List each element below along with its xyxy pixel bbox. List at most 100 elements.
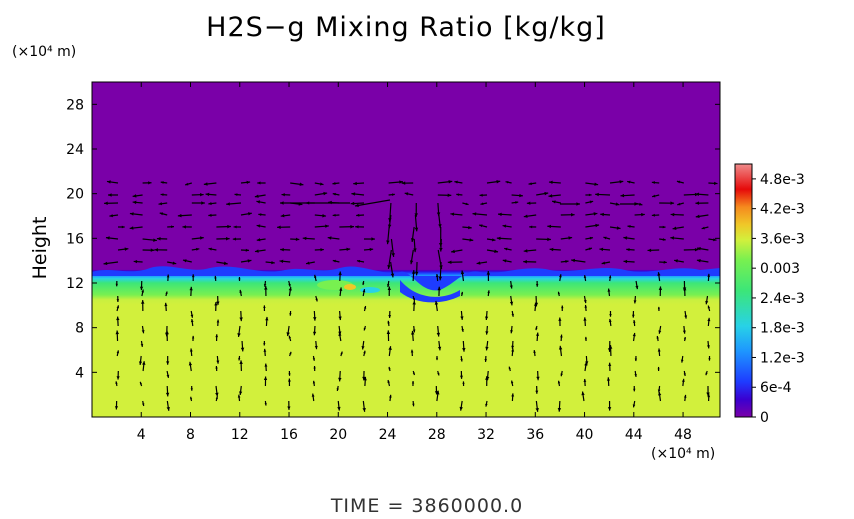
wind-vector-arrow [410, 330, 415, 342]
wind-vector-arrow [462, 340, 466, 352]
wind-vector-arrow [412, 325, 416, 333]
heatmap-field [91, 81, 721, 418]
wind-vector-arrow [132, 194, 143, 198]
wind-vector-arrow [633, 295, 637, 304]
wind-vector-arrow [634, 370, 637, 378]
wind-vector-arrow [114, 400, 119, 410]
heatmap-background [92, 82, 720, 417]
wind-vector-arrow [657, 306, 660, 312]
wind-vector-arrow [387, 379, 391, 387]
wind-vector-arrow [560, 236, 573, 240]
wind-vector-arrow [535, 280, 539, 287]
wind-vector-arrow [459, 400, 463, 411]
wind-vector-arrow [673, 259, 684, 263]
wind-vector-arrow [708, 238, 717, 242]
x-tick-label: 24 [379, 427, 397, 443]
wind-vector-arrow [264, 363, 268, 372]
wind-vector-arrow [116, 295, 120, 302]
wind-vector-arrow [332, 182, 340, 185]
wind-vector-arrow [438, 214, 442, 229]
wind-vector-arrow [216, 261, 228, 265]
wind-vector-arrow [583, 275, 587, 282]
wind-vector-arrow [485, 400, 488, 407]
wind-vector-arrow [305, 261, 315, 265]
wind-vector-arrow [456, 193, 463, 196]
wind-vector-arrow [412, 370, 416, 376]
wind-vector-arrow [486, 180, 501, 184]
wind-vector-arrow [600, 212, 611, 217]
wind-vector-arrow [240, 340, 245, 352]
wind-vector-arrow [280, 247, 291, 252]
wind-vector-arrow [142, 238, 158, 242]
wind-vector-arrow [160, 181, 168, 184]
x-tick-label: 8 [186, 427, 195, 443]
wind-vector-arrow [105, 236, 119, 240]
wind-vector-arrow [462, 381, 465, 387]
wind-vector-arrow [585, 193, 592, 197]
colorbar-tick-label: 6e-4 [760, 380, 792, 396]
wind-vector-arrow [632, 332, 636, 342]
wind-vector-arrow [560, 202, 580, 206]
wind-vector-arrow [657, 366, 660, 372]
wind-vector-arrow [708, 181, 718, 185]
x-tick-label: 36 [526, 427, 544, 443]
wind-vector-arrow [336, 385, 339, 392]
wind-vector-arrow [265, 316, 269, 327]
wind-vector-arrow [585, 212, 598, 216]
time-label: TIME = 3860000.0 [330, 495, 524, 517]
wind-vector-arrow [585, 247, 593, 251]
wind-vector-arrow [658, 325, 662, 334]
wind-vector-arrow [487, 290, 490, 297]
wind-vector-arrow [657, 385, 661, 393]
wind-vector-arrow [476, 261, 488, 265]
wind-vector-arrow [216, 355, 220, 364]
wind-vector-arrow [388, 193, 395, 196]
wind-vector-arrow [460, 291, 464, 297]
wind-vector-arrow [557, 400, 562, 412]
wind-vector-arrow [497, 212, 512, 217]
wind-vector-arrow [603, 236, 611, 240]
wind-vector-arrow [411, 380, 415, 387]
wind-vector-arrow [142, 248, 155, 252]
y-axis-unit: (×10⁴ m) [12, 44, 77, 60]
wind-vector-arrow [561, 305, 564, 312]
wind-vector-arrow [280, 201, 350, 205]
wind-vector-arrow [258, 213, 266, 217]
wind-vector-arrow [523, 214, 537, 218]
wind-vector-arrow [177, 213, 192, 218]
layer-patch [317, 280, 353, 290]
wind-vector-arrow [281, 193, 291, 197]
wind-vector-arrow [142, 400, 145, 407]
wind-vector-arrow [263, 376, 268, 387]
wind-vector-arrow [548, 180, 561, 185]
wind-vector-arrow [108, 193, 119, 197]
x-tick-label: 4 [137, 427, 146, 443]
wind-vector-arrow [584, 336, 588, 342]
wind-vector-arrow [363, 376, 367, 387]
wind-vector-arrow [707, 305, 711, 312]
wind-vector-arrow [683, 247, 699, 252]
wind-vector-arrow [656, 335, 659, 342]
wind-vector-arrow [581, 391, 585, 402]
wind-vector-arrow [414, 202, 418, 217]
wind-vector-arrow [658, 391, 662, 402]
wind-vector-arrow [634, 212, 645, 217]
wind-vector-arrow [683, 336, 686, 342]
wind-vector-arrow [165, 385, 170, 397]
wind-vector-arrow [462, 202, 469, 206]
wind-vector-arrow [238, 276, 241, 282]
wind-vector-arrow [363, 247, 374, 252]
wind-vector-arrow [480, 202, 488, 206]
wind-vector-arrow [523, 260, 537, 264]
y-tick-label: 8 [75, 321, 84, 337]
wind-vector-arrow [182, 225, 192, 229]
wind-vector-arrow [116, 316, 120, 327]
wind-vector-arrow [132, 200, 143, 205]
wind-vector-arrow [388, 366, 391, 372]
wind-vector-arrow [166, 400, 170, 411]
wind-vector-arrow [560, 370, 563, 377]
wind-vector-arrow [601, 261, 611, 265]
wind-vector-arrow [627, 225, 635, 228]
wind-vector-arrow [311, 393, 315, 402]
